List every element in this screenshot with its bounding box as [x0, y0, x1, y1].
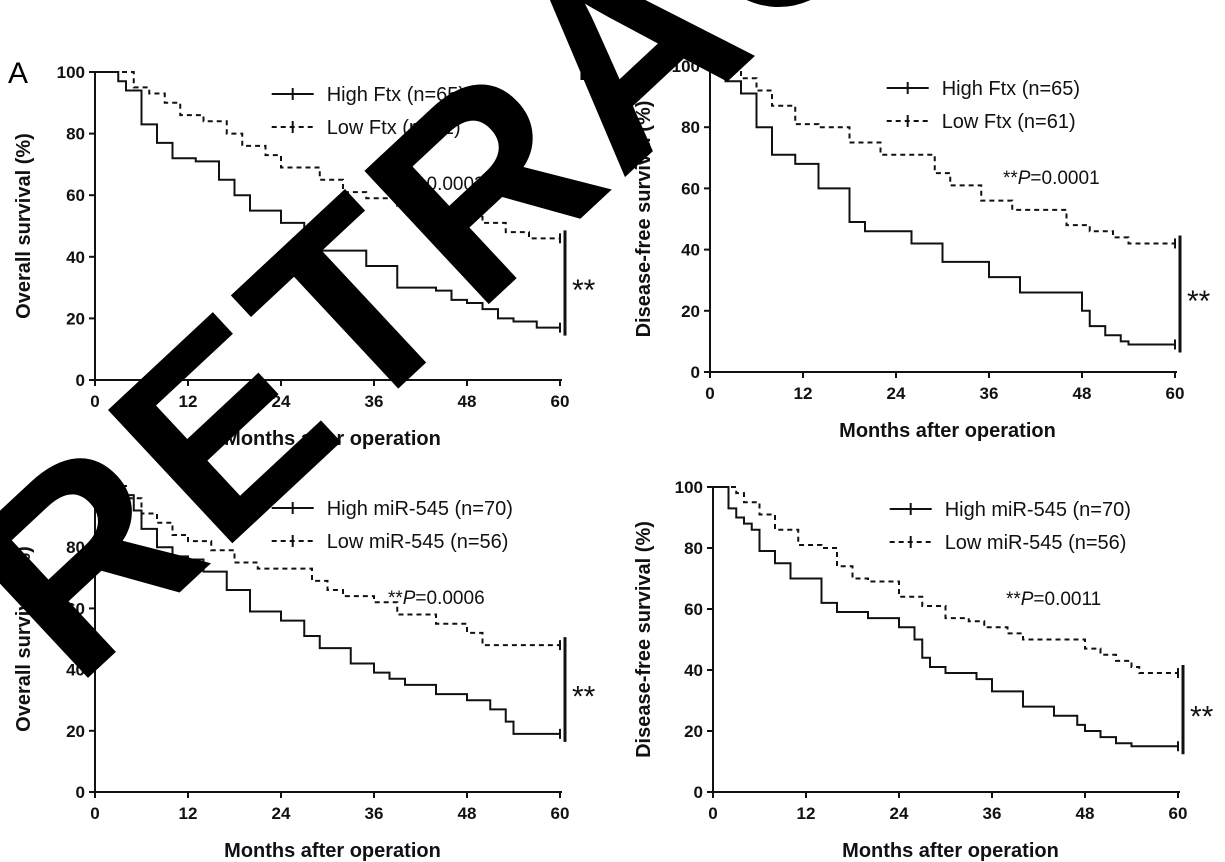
panel-letter: B — [578, 54, 598, 87]
legend-label: Low miR-545 (n=56) — [327, 531, 509, 553]
y-tick-label: 80 — [66, 125, 85, 144]
x-tick-label: 12 — [179, 392, 198, 411]
y-axis-label: Overall survival (%) — [13, 546, 35, 732]
y-tick-label: 40 — [681, 241, 700, 260]
chart-panel-1: 0 12 24 36 48 60 0 20 40 60 80 100 Months after oper… — [8, 57, 596, 450]
x-tick-label: 0 — [90, 804, 99, 823]
legend-label: High miR-545 (n=70) — [327, 498, 513, 520]
x-tick-label: 60 — [551, 804, 570, 823]
legend-label: High miR-545 (n=70) — [945, 499, 1131, 521]
y-axis-label: Disease-free survival (%) — [633, 101, 655, 338]
high-group-survival-curve — [713, 486, 1178, 748]
y-tick-label: 40 — [684, 661, 703, 680]
x-axis-label: Months after operation — [224, 840, 441, 862]
x-tick-label: 24 — [890, 804, 909, 823]
y-tick-label: 100 — [675, 478, 703, 497]
y-tick-label: 60 — [684, 600, 703, 619]
x-tick-label: 48 — [458, 804, 477, 823]
retracted-watermark: RETRACTED — [0, 0, 1225, 732]
x-tick-label: 12 — [794, 384, 813, 403]
y-tick-label: 60 — [66, 186, 85, 205]
y-tick-label: 40 — [66, 248, 85, 267]
x-axis-label: Months after operation — [842, 840, 1059, 862]
x-tick-label: 12 — [179, 804, 198, 823]
legend-label: Low Ftx (n=61) — [327, 117, 461, 139]
y-tick-label: 0 — [694, 783, 703, 802]
significance-stars: ** — [1190, 701, 1214, 734]
y-tick-label: 100 — [672, 57, 700, 76]
y-tick-label: 0 — [691, 363, 700, 382]
y-tick-label: 20 — [681, 302, 700, 321]
x-tick-label: 24 — [272, 804, 291, 823]
x-tick-label: 24 — [272, 392, 291, 411]
panel-letter: A — [8, 57, 28, 90]
high-group-survival-curve — [95, 71, 560, 329]
high-group-survival-curve — [95, 485, 560, 735]
y-tick-label: 100 — [57, 63, 85, 82]
x-tick-label: 36 — [983, 804, 1002, 823]
y-tick-label: 0 — [76, 371, 85, 390]
x-tick-label: 36 — [980, 384, 999, 403]
significance-stars: ** — [1187, 285, 1211, 318]
high-group-survival-curve — [710, 65, 1175, 346]
y-tick-label: 80 — [684, 539, 703, 558]
x-axis-label: Months after operation — [224, 428, 441, 450]
y-axis-label: Disease-free survival (%) — [633, 521, 655, 758]
significance-stars: ** — [572, 274, 596, 307]
y-tick-label: 20 — [684, 722, 703, 741]
low-group-survival-curve — [710, 65, 1175, 245]
x-tick-label: 48 — [458, 392, 477, 411]
x-tick-label: 24 — [887, 384, 906, 403]
x-tick-label: 0 — [90, 392, 99, 411]
y-tick-label: 20 — [66, 309, 85, 328]
x-tick-label: 48 — [1076, 804, 1095, 823]
low-group-survival-curve — [713, 486, 1178, 675]
x-tick-label: 0 — [708, 804, 717, 823]
x-tick-label: 60 — [1169, 804, 1188, 823]
x-axis-label: Months after operation — [839, 420, 1056, 442]
x-tick-label: 36 — [365, 804, 384, 823]
legend-label: High Ftx (n=65) — [942, 78, 1080, 100]
y-tick-label: 0 — [76, 783, 85, 802]
chart-panel-3: 0 12 24 36 48 60 0 20 40 60 80 100 Months after oper… — [13, 477, 596, 862]
p-value-annotation: **P=0.0011 — [1006, 589, 1101, 610]
x-tick-label: 60 — [551, 392, 570, 411]
y-tick-label: 80 — [681, 118, 700, 137]
legend-label: Low miR-545 (n=56) — [945, 532, 1127, 554]
p-value-annotation: **P=0.0001 — [1003, 168, 1100, 189]
significance-stars: ** — [572, 680, 596, 713]
x-tick-label: 12 — [797, 804, 816, 823]
x-tick-label: 0 — [705, 384, 714, 403]
y-tick-label: 40 — [66, 661, 85, 680]
legend-label: High Ftx (n=65) — [327, 84, 465, 106]
y-tick-label: 20 — [66, 722, 85, 741]
y-axis-label: Overall survival (%) — [13, 133, 35, 319]
y-tick-label: 60 — [66, 599, 85, 618]
chart-panel-2: 0 12 24 36 48 60 0 20 40 60 80 100 Months after oper… — [578, 54, 1211, 442]
chart-panel-4: 0 12 24 36 48 60 0 20 40 60 80 100 Months after oper… — [633, 478, 1214, 862]
x-tick-label: 36 — [365, 392, 384, 411]
x-tick-label: 48 — [1073, 384, 1092, 403]
y-tick-label: 60 — [681, 179, 700, 198]
y-tick-label: 80 — [66, 538, 85, 557]
x-tick-label: 60 — [1166, 384, 1185, 403]
low-group-survival-curve — [95, 71, 560, 240]
y-tick-label: 100 — [57, 477, 85, 496]
p-value-annotation: **P=0.0003 — [388, 174, 485, 195]
p-value-annotation: **P=0.0006 — [388, 588, 485, 609]
legend-label: Low Ftx (n=61) — [942, 111, 1076, 133]
